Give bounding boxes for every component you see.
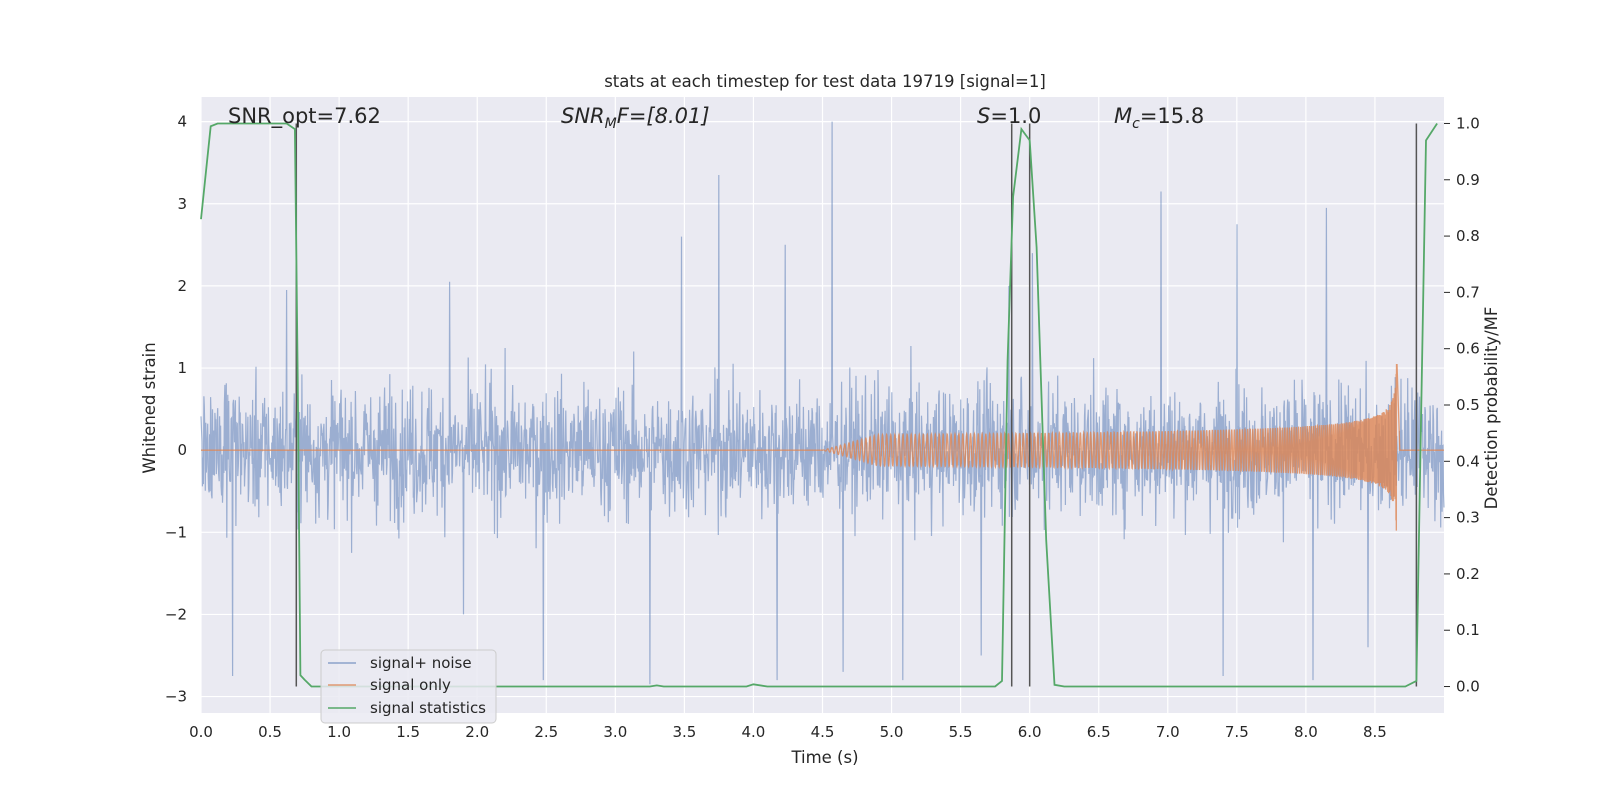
legend-box xyxy=(320,649,497,724)
plot-series xyxy=(200,121,1445,688)
annotation-mc-sub: c xyxy=(1132,116,1140,132)
x-tick-label: 4.0 xyxy=(742,723,766,741)
annotation-mc-var: M xyxy=(1114,104,1132,128)
y-tick-label: −2 xyxy=(165,605,187,623)
chart-title: stats at each timestep for test data 197… xyxy=(604,72,1046,91)
legend-label-stats: signal statistics xyxy=(370,699,486,717)
x-tick-label: 4.5 xyxy=(811,723,835,741)
x-tick-label: 0.5 xyxy=(258,723,282,741)
y-tick-label: 4 xyxy=(177,113,187,131)
annotation-snr-mf-rest: F=[8.01] xyxy=(617,104,710,128)
annotation-mc-value: =15.8 xyxy=(1140,104,1204,128)
x-tick-label: 2.0 xyxy=(465,723,489,741)
y-tick-label: 0 xyxy=(177,441,187,459)
x-tick-label: 8.0 xyxy=(1294,723,1318,741)
x-tick-label: 6.0 xyxy=(1018,723,1042,741)
y2-tick-label: 0.8 xyxy=(1456,227,1480,245)
annotation-snr-mf: SNRMF=[8.01] xyxy=(561,104,710,132)
y2-tick-label: 1.0 xyxy=(1456,114,1480,132)
y2-tick-label: 0.0 xyxy=(1456,678,1480,696)
y2-tick-label: 0.3 xyxy=(1456,509,1480,527)
series-signal-statistics xyxy=(200,122,1438,688)
y2-tick-label: 0.6 xyxy=(1456,340,1480,358)
y2-tick-label: 0.2 xyxy=(1456,565,1480,583)
x-tick-label: 1.5 xyxy=(396,723,420,741)
annotation-snr-opt: SNR_opt=7.62 xyxy=(228,104,381,129)
x-tick-label: 1.0 xyxy=(327,723,351,741)
x-tick-label: 7.5 xyxy=(1225,723,1249,741)
series-signal-only xyxy=(201,364,1444,531)
y2-tick-label: 0.1 xyxy=(1456,621,1480,639)
y2-axis-label: Detection probability/MF xyxy=(1482,307,1501,510)
y2-tick-label: 0.9 xyxy=(1456,171,1480,189)
annotation-s-value: =1.0 xyxy=(990,104,1041,128)
x-axis: 0.0 0.5 1.0 1.5 2.0 2.5 3.0 3.5 4.0 4.5 5.0 5.5 6.0 6… xyxy=(189,723,1387,741)
x-tick-label: 5.0 xyxy=(880,723,904,741)
x-axis-label: Time (s) xyxy=(790,748,858,767)
legend: signal+ noise signal only signal statist… xyxy=(320,649,497,724)
x-tick-label: 3.0 xyxy=(603,723,627,741)
x-tick-label: 5.5 xyxy=(949,723,973,741)
annotation-mc: Mc=15.8 xyxy=(1114,104,1204,132)
x-tick-label: 2.5 xyxy=(534,723,558,741)
annotation-snr-mf-base: SNR xyxy=(561,104,605,128)
series-signal-noise xyxy=(200,121,1445,685)
legend-label-signal: signal only xyxy=(370,676,451,694)
y-tick-label: 1 xyxy=(177,359,187,377)
annotation-s: S=1.0 xyxy=(977,104,1041,128)
legend-label-noise: signal+ noise xyxy=(370,654,472,672)
y-tick-label: 2 xyxy=(177,277,187,295)
y-tick-label: 3 xyxy=(177,195,187,213)
y2-tick-label: 0.4 xyxy=(1456,452,1480,470)
x-tick-label: 7.0 xyxy=(1156,723,1180,741)
x-tick-label: 6.5 xyxy=(1087,723,1111,741)
x-tick-label: 3.5 xyxy=(672,723,696,741)
y2-tick-label: 0.7 xyxy=(1456,283,1480,301)
x-tick-label: 8.5 xyxy=(1363,723,1387,741)
y-axis-label: Whitened strain xyxy=(140,342,159,473)
annotation-s-var: S xyxy=(977,104,990,128)
y-tick-label: −3 xyxy=(165,688,187,706)
y2-tick-label: 0.5 xyxy=(1456,396,1480,414)
y-tick-label: −1 xyxy=(165,523,187,541)
x-tick-label: 0.0 xyxy=(189,723,213,741)
annotation-snr-mf-sub: M xyxy=(605,116,617,132)
y-axis-left: −3 −2 −1 0 1 2 3 4 xyxy=(165,113,187,706)
y-axis-right: 0.0 0.1 0.2 0.3 0.4 0.5 0.6 0.7 0.8 0.9 1.0 xyxy=(1444,114,1480,696)
